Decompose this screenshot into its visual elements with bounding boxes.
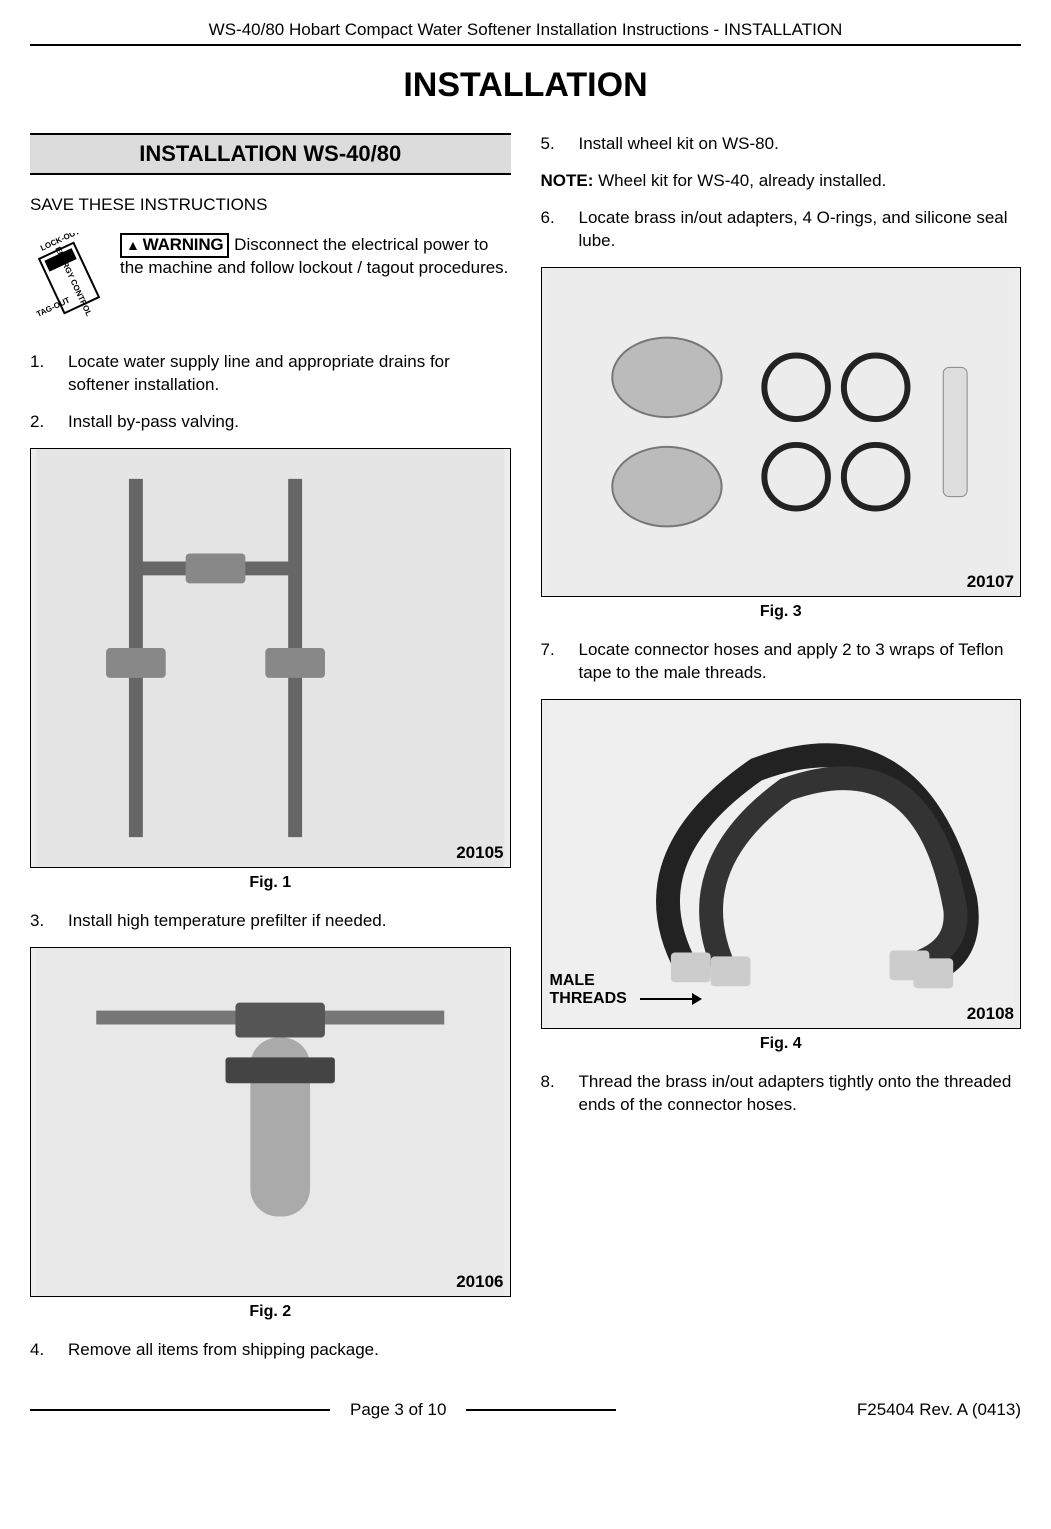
step-number: 3.: [30, 910, 58, 933]
figure-4-image: MALETHREADS 20108: [541, 699, 1022, 1029]
main-title: INSTALLATION: [30, 66, 1021, 105]
warning-badge-label: WARNING: [143, 235, 224, 255]
figure-4: MALETHREADS 20108 Fig. 4: [541, 699, 1022, 1053]
revision-text: F25404 Rev. A (0413): [857, 1400, 1021, 1420]
step-text: Locate connector hoses and apply 2 to 3 …: [579, 640, 1004, 682]
step-7: 7. Locate connector hoses and apply 2 to…: [541, 639, 1022, 685]
figure-4-caption: Fig. 4: [541, 1035, 1022, 1053]
step-8: 8. Thread the brass in/out adapters tigh…: [541, 1071, 1022, 1117]
right-column: 5. Install wheel kit on WS-80. NOTE: Whe…: [541, 133, 1022, 1376]
save-instructions-text: SAVE THESE INSTRUCTIONS: [30, 195, 511, 215]
step-6: 6. Locate brass in/out adapters, 4 O-rin…: [541, 207, 1022, 253]
figure-2-image: 20106: [30, 947, 511, 1297]
warning-block: ENERGY CONTROL LOCK-OUT TAG-OUT ▲WARNING…: [30, 233, 511, 323]
male-threads-annotation: MALETHREADS: [550, 972, 627, 1007]
footer-rule-mid: [466, 1409, 616, 1411]
figure-id: 20108: [967, 1004, 1014, 1024]
step-5: 5. Install wheel kit on WS-80.: [541, 133, 1022, 156]
note-text: Wheel kit for WS-40, already installed.: [593, 171, 886, 190]
step-number: 7.: [541, 639, 569, 662]
figure-2: 20106 Fig. 2: [30, 947, 511, 1321]
page-footer: Page 3 of 10 F25404 Rev. A (0413): [30, 1400, 1021, 1440]
step-number: 2.: [30, 411, 58, 434]
figure-3-caption: Fig. 3: [541, 603, 1022, 621]
step-number: 5.: [541, 133, 569, 156]
step-text: Locate water supply line and appropriate…: [68, 352, 450, 394]
step-1: 1. Locate water supply line and appropri…: [30, 351, 511, 397]
warning-triangle-icon: ▲: [126, 237, 140, 253]
figure-1-caption: Fig. 1: [30, 874, 511, 892]
step-text: Remove all items from shipping package.: [68, 1340, 379, 1359]
left-column: INSTALLATION WS-40/80 SAVE THESE INSTRUC…: [30, 133, 511, 1376]
annotation-arrow-icon: [640, 998, 700, 1000]
step-text: Install by-pass valving.: [68, 412, 239, 431]
left-steps-list-2: 3. Install high temperature prefilter if…: [30, 910, 511, 933]
two-column-layout: INSTALLATION WS-40/80 SAVE THESE INSTRUC…: [30, 133, 1021, 1376]
left-steps-list-3: 4. Remove all items from shipping packag…: [30, 1339, 511, 1362]
figure-2-caption: Fig. 2: [30, 1303, 511, 1321]
right-steps-list-1: 5. Install wheel kit on WS-80.: [541, 133, 1022, 156]
warning-badge: ▲WARNING: [120, 233, 229, 258]
prefilter-photo: [31, 948, 510, 1296]
page-header: WS-40/80 Hobart Compact Water Softener I…: [30, 20, 1021, 46]
right-steps-list-3: 7. Locate connector hoses and apply 2 to…: [541, 639, 1022, 685]
step-text: Install wheel kit on WS-80.: [579, 134, 779, 153]
step-text: Install high temperature prefilter if ne…: [68, 911, 386, 930]
figure-1: 20105 Fig. 1: [30, 448, 511, 892]
section-header: INSTALLATION WS-40/80: [30, 133, 511, 175]
figure-3-image: 20107: [541, 267, 1022, 597]
right-steps-list-2: 6. Locate brass in/out adapters, 4 O-rin…: [541, 207, 1022, 253]
right-steps-list-4: 8. Thread the brass in/out adapters tigh…: [541, 1071, 1022, 1117]
note-line: NOTE: Wheel kit for WS-40, already insta…: [541, 170, 1022, 193]
figure-3: 20107 Fig. 3: [541, 267, 1022, 621]
bypass-valving-photo: [31, 449, 510, 867]
step-number: 6.: [541, 207, 569, 230]
page-number: Page 3 of 10: [350, 1400, 446, 1420]
left-steps-list: 1. Locate water supply line and appropri…: [30, 351, 511, 434]
footer-rule-left: [30, 1409, 330, 1411]
figure-id: 20107: [967, 572, 1014, 592]
step-number: 4.: [30, 1339, 58, 1362]
step-number: 8.: [541, 1071, 569, 1094]
step-4: 4. Remove all items from shipping packag…: [30, 1339, 511, 1362]
figure-id: 20106: [456, 1272, 503, 1292]
warning-text: ▲WARNING Disconnect the electrical power…: [120, 233, 511, 278]
step-text: Locate brass in/out adapters, 4 O-rings,…: [579, 208, 1008, 250]
adapters-orings-photo: [542, 268, 1021, 596]
figure-1-image: 20105: [30, 448, 511, 868]
step-3: 3. Install high temperature prefilter if…: [30, 910, 511, 933]
step-2: 2. Install by-pass valving.: [30, 411, 511, 434]
figure-id: 20105: [456, 843, 503, 863]
lockout-tagout-icon: ENERGY CONTROL LOCK-OUT TAG-OUT: [30, 233, 108, 323]
step-text: Thread the brass in/out adapters tightly…: [579, 1072, 1012, 1114]
note-label: NOTE:: [541, 171, 594, 190]
step-number: 1.: [30, 351, 58, 374]
